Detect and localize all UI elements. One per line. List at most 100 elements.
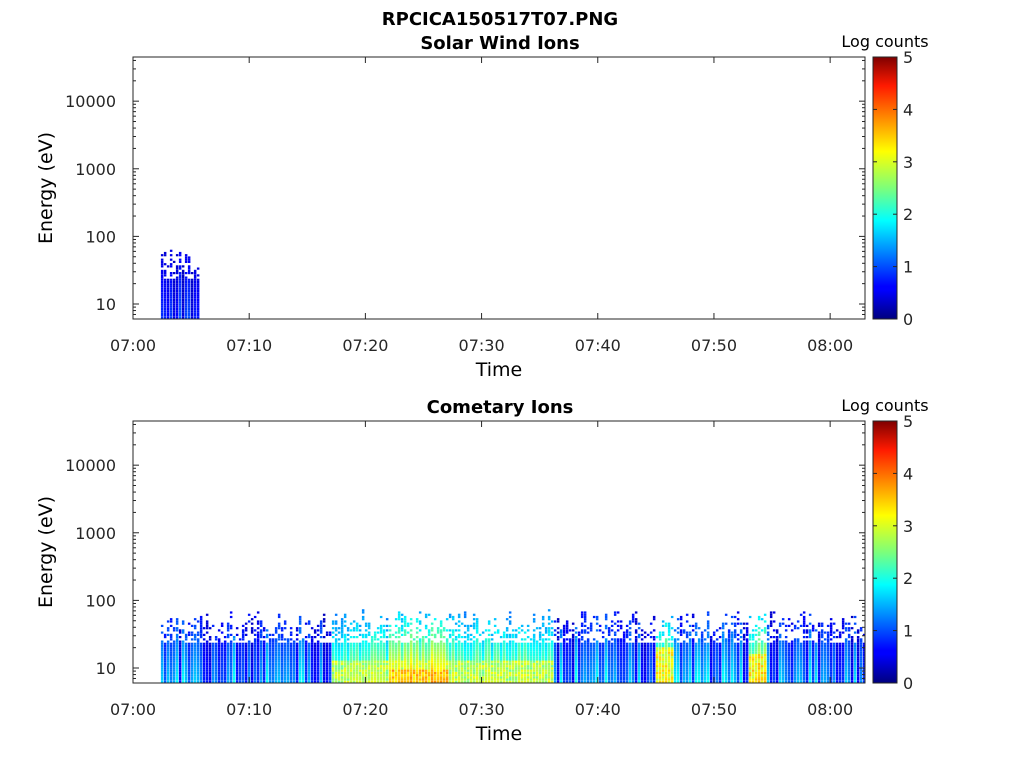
spectrogram-cell xyxy=(631,658,635,661)
spectrogram-cell xyxy=(766,651,770,654)
spectrogram-cell xyxy=(553,651,557,654)
spectrogram-cell xyxy=(169,301,173,304)
spectrogram-cell xyxy=(217,676,221,679)
spectrogram-cell xyxy=(697,667,701,670)
spectrogram-cell xyxy=(220,651,224,654)
spectrogram-cell xyxy=(475,660,479,663)
spectrogram-cell xyxy=(523,631,527,634)
spectrogram-cell xyxy=(166,620,170,623)
spectrogram-cell xyxy=(442,653,446,657)
spectrogram-cell xyxy=(688,624,692,627)
spectrogram-cell xyxy=(643,658,647,661)
spectrogram-cell xyxy=(355,645,359,648)
spectrogram-cell xyxy=(187,671,191,674)
spectrogram-cell xyxy=(526,636,530,639)
spectrogram-cell xyxy=(181,667,185,670)
spectrogram-cell xyxy=(301,653,305,657)
spectrogram-cell xyxy=(493,680,497,683)
spectrogram-cell xyxy=(385,642,389,645)
colorbar-tick-label: 3 xyxy=(903,153,913,172)
spectrogram-cell xyxy=(271,645,275,648)
spectrogram-cell xyxy=(415,676,419,679)
spectrogram-cell xyxy=(652,665,656,668)
spectrogram-cell xyxy=(439,678,443,681)
spectrogram-cell xyxy=(505,649,509,652)
spectrogram-cell xyxy=(247,660,251,663)
spectrogram-cell xyxy=(328,667,332,670)
spectrogram-cell xyxy=(349,651,353,654)
spectrogram-cell xyxy=(256,674,260,677)
spectrogram-cell xyxy=(274,680,278,683)
spectrogram-cell xyxy=(739,662,743,666)
spectrogram-cell xyxy=(181,307,185,310)
spectrogram-cell xyxy=(415,678,419,681)
spectrogram-cell xyxy=(238,647,242,650)
spectrogram-cell xyxy=(433,645,437,648)
spectrogram-cell xyxy=(646,680,650,683)
spectrogram-cell xyxy=(226,647,230,650)
spectrogram-cell xyxy=(610,660,614,663)
spectrogram-cell xyxy=(550,633,554,636)
spectrogram-cell xyxy=(598,651,602,654)
spectrogram-cell xyxy=(163,636,167,639)
spectrogram-cell xyxy=(574,676,578,679)
spectrogram-cell xyxy=(433,653,437,657)
spectrogram-cell xyxy=(718,627,722,630)
spectrogram-cell xyxy=(205,653,209,657)
spectrogram-cell xyxy=(178,653,182,657)
spectrogram-cell xyxy=(280,653,284,657)
spectrogram-cell xyxy=(583,676,587,679)
spectrogram-cell xyxy=(289,676,293,679)
spectrogram-cell xyxy=(418,611,422,614)
spectrogram-cell xyxy=(178,287,182,290)
spectrogram-cell xyxy=(235,676,239,679)
spectrogram-cell xyxy=(415,620,419,623)
spectrogram-cell xyxy=(247,640,251,643)
spectrogram-cell xyxy=(481,671,485,674)
spectrogram-cell xyxy=(403,662,407,666)
spectrogram-cell xyxy=(334,629,338,632)
spectrogram-cell xyxy=(229,633,233,636)
spectrogram-cell xyxy=(403,618,407,621)
spectrogram-cell xyxy=(571,645,575,648)
spectrogram-cell xyxy=(163,662,167,666)
spectrogram-cell xyxy=(655,665,659,668)
spectrogram-cell xyxy=(376,656,380,659)
spectrogram-cell xyxy=(445,671,449,674)
spectrogram-cell xyxy=(199,662,203,666)
spectrogram-cell xyxy=(175,642,179,645)
spectrogram-cell xyxy=(544,678,548,681)
spectrogram-cell xyxy=(601,653,605,657)
spectrogram-cell xyxy=(208,680,212,683)
spectrogram-cell xyxy=(376,631,380,634)
spectrogram-cell xyxy=(616,642,620,645)
spectrogram-cell xyxy=(502,653,506,657)
spectrogram-cell xyxy=(646,674,650,677)
spectrogram-cell xyxy=(694,649,698,652)
spectrogram-cell xyxy=(262,671,266,674)
spectrogram-cell xyxy=(718,647,722,650)
spectrogram-cell xyxy=(427,671,431,674)
spectrogram-cell xyxy=(505,647,509,650)
spectrogram-cell xyxy=(262,647,266,650)
spectrogram-cell xyxy=(436,680,440,683)
spectrogram-cell xyxy=(160,676,164,679)
spectrogram-cell xyxy=(397,645,401,648)
spectrogram-cell xyxy=(355,676,359,679)
spectrogram-cell xyxy=(421,658,425,661)
spectrogram-cell xyxy=(304,640,308,643)
spectrogram-cell xyxy=(328,631,332,634)
spectrogram-cell xyxy=(211,667,215,670)
spectrogram-cell xyxy=(721,667,725,670)
spectrogram-cell xyxy=(571,662,575,666)
spectrogram-cell xyxy=(358,629,362,632)
spectrogram-cell xyxy=(766,647,770,650)
spectrogram-cell xyxy=(433,674,437,677)
spectrogram-cell xyxy=(223,649,227,652)
spectrogram-cell xyxy=(352,651,356,654)
spectrogram-cell xyxy=(364,651,368,654)
spectrogram-cell xyxy=(580,638,584,641)
spectrogram-cell xyxy=(559,674,563,677)
spectrogram-cell xyxy=(667,627,671,630)
spectrogram-cell xyxy=(238,656,242,659)
